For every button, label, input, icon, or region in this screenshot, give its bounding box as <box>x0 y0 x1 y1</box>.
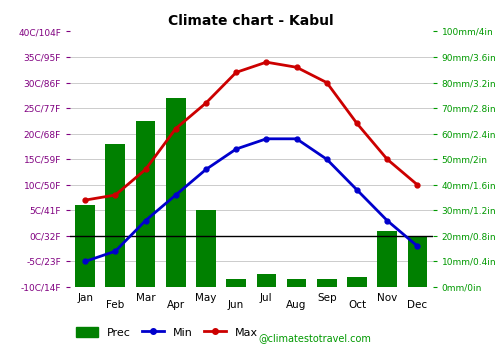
Bar <box>76 205 95 287</box>
Legend: Prec, Min, Max: Prec, Min, Max <box>76 327 258 338</box>
Bar <box>378 231 397 287</box>
Bar <box>408 236 427 287</box>
Bar <box>136 121 156 287</box>
Bar <box>166 98 186 287</box>
Text: Aug: Aug <box>286 300 307 310</box>
Text: Jul: Jul <box>260 293 272 303</box>
Bar <box>347 277 367 287</box>
Text: Mar: Mar <box>136 293 156 303</box>
Text: Feb: Feb <box>106 300 124 310</box>
Bar <box>226 279 246 287</box>
Text: Sep: Sep <box>317 293 336 303</box>
Bar <box>317 279 336 287</box>
Text: Apr: Apr <box>166 300 185 310</box>
Bar <box>106 144 125 287</box>
Text: Oct: Oct <box>348 300 366 310</box>
Text: May: May <box>195 293 216 303</box>
Bar <box>256 274 276 287</box>
Bar <box>286 279 306 287</box>
Text: Dec: Dec <box>408 300 428 310</box>
Text: Jun: Jun <box>228 300 244 310</box>
Text: @climatestotravel.com: @climatestotravel.com <box>258 333 372 343</box>
Bar <box>196 210 216 287</box>
Title: Climate chart - Kabul: Climate chart - Kabul <box>168 14 334 28</box>
Text: Nov: Nov <box>377 293 398 303</box>
Text: Jan: Jan <box>77 293 93 303</box>
